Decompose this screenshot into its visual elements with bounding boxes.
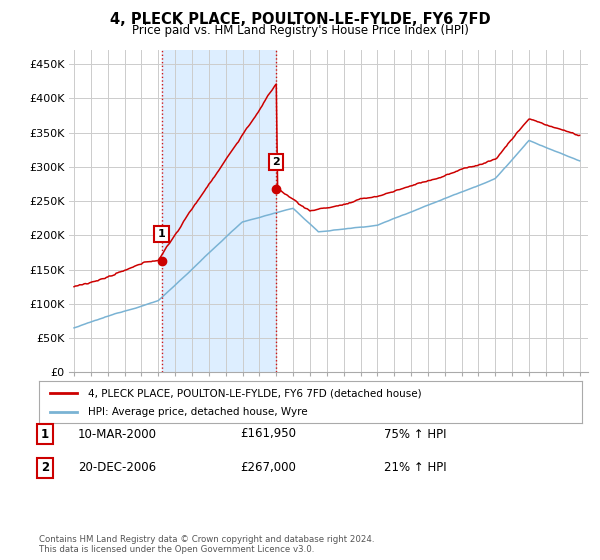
Text: 1: 1 — [41, 427, 49, 441]
Text: Contains HM Land Registry data © Crown copyright and database right 2024.
This d: Contains HM Land Registry data © Crown c… — [39, 535, 374, 554]
Text: 4, PLECK PLACE, POULTON-LE-FYLDE, FY6 7FD (detached house): 4, PLECK PLACE, POULTON-LE-FYLDE, FY6 7F… — [88, 389, 421, 398]
Text: 10-MAR-2000: 10-MAR-2000 — [78, 427, 157, 441]
Text: £161,950: £161,950 — [240, 427, 296, 441]
Text: Price paid vs. HM Land Registry's House Price Index (HPI): Price paid vs. HM Land Registry's House … — [131, 24, 469, 36]
Text: 2: 2 — [41, 461, 49, 474]
Text: 21% ↑ HPI: 21% ↑ HPI — [384, 461, 446, 474]
Text: £267,000: £267,000 — [240, 461, 296, 474]
Text: 20-DEC-2006: 20-DEC-2006 — [78, 461, 156, 474]
Text: 4, PLECK PLACE, POULTON-LE-FYLDE, FY6 7FD: 4, PLECK PLACE, POULTON-LE-FYLDE, FY6 7F… — [110, 12, 490, 27]
Bar — [161, 50, 276, 372]
Text: HPI: Average price, detached house, Wyre: HPI: Average price, detached house, Wyre — [88, 407, 307, 417]
Text: 2: 2 — [272, 157, 280, 167]
Text: 1: 1 — [158, 229, 166, 239]
Text: 75% ↑ HPI: 75% ↑ HPI — [384, 427, 446, 441]
